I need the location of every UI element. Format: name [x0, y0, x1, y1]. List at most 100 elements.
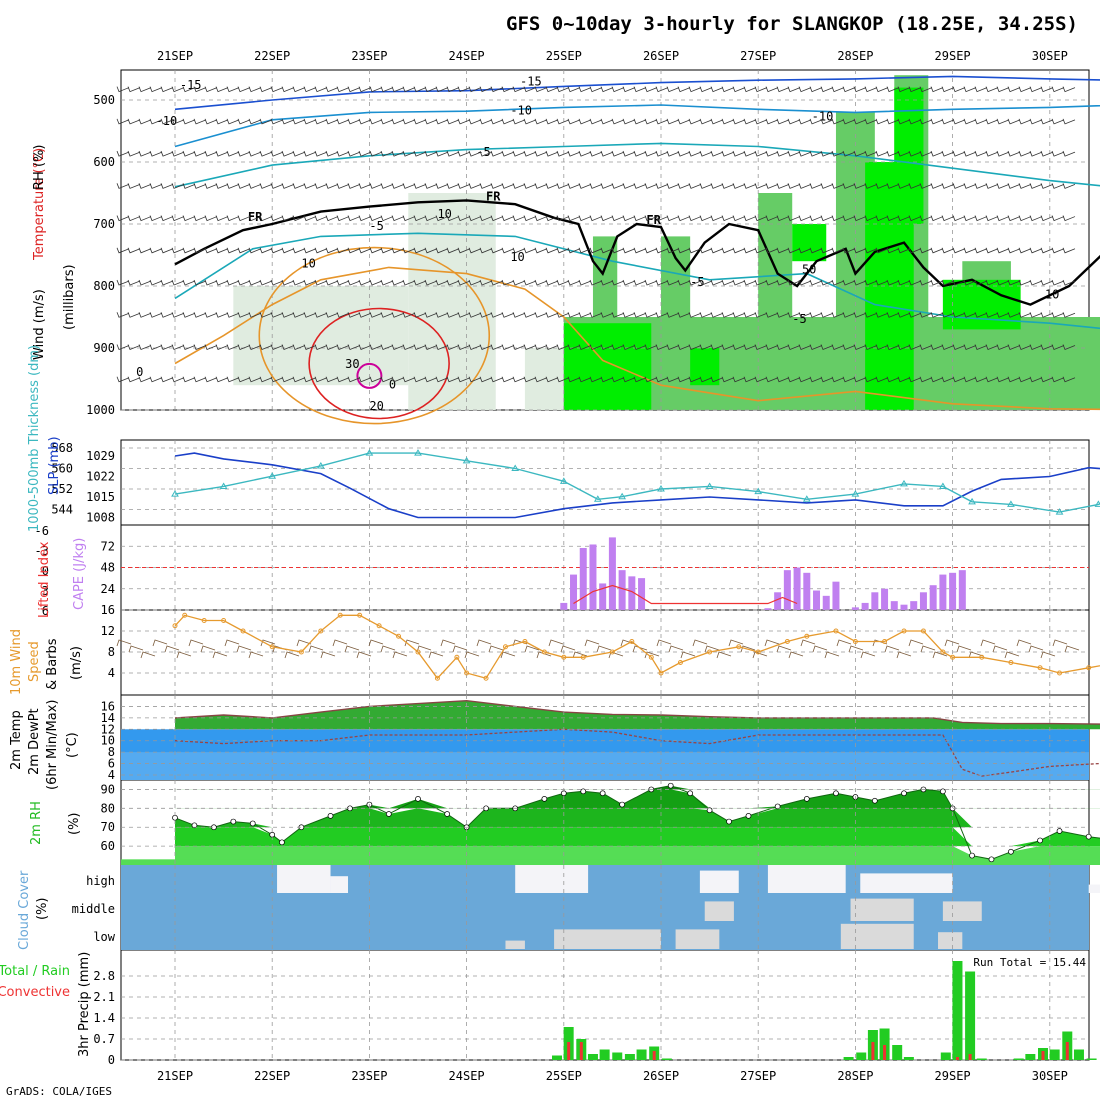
- wind-barb: [1040, 215, 1054, 222]
- wind-barb: [457, 86, 471, 93]
- wind-barb: [622, 312, 636, 318]
- wind-speed-marker: [415, 649, 421, 655]
- thickness-tick-label: 552: [51, 482, 73, 496]
- wind-barb: [1062, 150, 1076, 157]
- wind-barb: [556, 183, 570, 189]
- wind-barb: [479, 247, 493, 254]
- wind-barb: [952, 376, 966, 383]
- wind-barb: [798, 183, 812, 189]
- wind-barb: [820, 215, 834, 222]
- wind-barb: [435, 150, 449, 157]
- wind-barb: [523, 247, 537, 254]
- wind-barb: [226, 312, 240, 318]
- wind-barb: [919, 247, 933, 254]
- wind-barb: [765, 118, 779, 125]
- wind-barb: [820, 118, 834, 125]
- slp-line: [174, 452, 1100, 519]
- wind-barb: [952, 150, 966, 157]
- wind-barb: [325, 247, 339, 254]
- wind-barb: [875, 86, 889, 93]
- rh2m-marker: [415, 796, 421, 802]
- li-axis-label: Lifted Index: [37, 541, 52, 618]
- wind-speed-marker: [172, 623, 178, 629]
- cape-bar: [638, 578, 646, 610]
- wind-barb: [160, 344, 174, 351]
- cloud-box: [505, 940, 525, 949]
- precip-bar: [892, 1045, 903, 1060]
- wind-barb: [831, 215, 845, 222]
- rh2m-band: [175, 827, 1100, 847]
- wind-barb: [721, 247, 735, 254]
- wind-barb: [589, 183, 603, 189]
- wind-barb: [424, 118, 438, 125]
- wind-barb: [1062, 215, 1076, 222]
- wind-barb: [952, 247, 966, 254]
- wind-barb: [204, 279, 218, 286]
- precip-conv-label: Convective: [0, 985, 70, 1000]
- wind10m-barb: [212, 651, 228, 659]
- wind-barb: [908, 279, 922, 286]
- contour-label: 10: [301, 256, 315, 270]
- wind10m-barb: [800, 639, 816, 647]
- wind-barb: [600, 312, 614, 318]
- wind-barb: [853, 183, 867, 189]
- date-bottom-label: 30SEP: [1032, 1069, 1068, 1083]
- cape-bar: [919, 592, 927, 610]
- wind-barb: [897, 279, 911, 286]
- rh2m-marker: [687, 790, 694, 797]
- wind-barb: [501, 344, 515, 351]
- wind-barb: [886, 86, 900, 93]
- wind-barb: [743, 183, 757, 189]
- wind-barb: [941, 86, 955, 93]
- rh2m-marker: [1008, 848, 1014, 855]
- wind-barb: [501, 312, 515, 318]
- wind-barb: [512, 344, 526, 351]
- wind-barb: [303, 118, 317, 125]
- contour-label: -15: [520, 75, 542, 89]
- wind-barb: [149, 376, 163, 383]
- thickness-marker: [462, 456, 471, 464]
- cloud-box: [554, 929, 661, 949]
- wind-barb: [347, 150, 361, 157]
- wind-barb: [985, 312, 999, 318]
- wind-barb: [710, 376, 724, 383]
- wind10m-barb: [464, 651, 480, 659]
- wind-barb: [534, 376, 548, 383]
- contour-label: 10: [510, 250, 524, 264]
- chart-layers: 21SEP 21SEP 22SEP 22SEP 23SEP 23SEP 24SEP 24SEP…: [0, 49, 1100, 1083]
- wind-barb: [556, 344, 570, 351]
- wind-barb: [325, 215, 339, 222]
- wind-barb: [710, 118, 724, 125]
- rh-zone: [792, 224, 827, 262]
- wind-barb: [578, 312, 592, 318]
- wind-barb: [413, 150, 427, 157]
- wind10m-barb: [416, 645, 432, 653]
- wind-speed-marker: [677, 660, 683, 665]
- thickness-marker: [618, 492, 627, 500]
- wind-barb: [281, 86, 295, 93]
- wind-barb: [303, 312, 317, 318]
- contour-label: -5: [476, 145, 490, 159]
- wind-barb: [534, 215, 548, 222]
- wind-barb: [710, 247, 724, 254]
- cloud-box: [675, 929, 720, 949]
- wind-barb: [754, 86, 768, 93]
- cape-bar: [958, 570, 966, 610]
- wind-barb: [270, 279, 284, 286]
- wind-barb: [754, 279, 768, 286]
- wind-speed-marker: [1037, 665, 1043, 671]
- contour-label: -10: [156, 114, 178, 128]
- wind-barb: [666, 183, 680, 189]
- wind-barb: [204, 312, 218, 318]
- wind-barb: [732, 215, 746, 222]
- cloud-axis-label: Cloud Cover: [17, 870, 32, 950]
- precip-bar: [879, 1028, 890, 1060]
- wind-barb: [963, 247, 977, 254]
- wind-barb: [325, 279, 339, 286]
- rh2m-marker: [599, 790, 606, 797]
- wind-barb: [710, 279, 724, 286]
- wind10m-barb: [200, 645, 216, 653]
- wind-barb: [941, 376, 955, 383]
- wind-barb: [402, 344, 416, 351]
- wind-barb: [996, 183, 1010, 189]
